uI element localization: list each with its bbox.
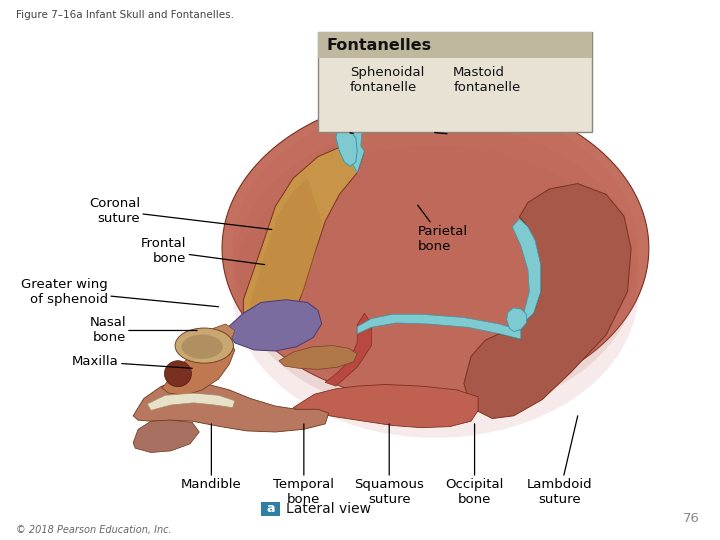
Polygon shape (243, 146, 364, 341)
Text: a: a (266, 502, 274, 515)
Polygon shape (161, 339, 235, 395)
Polygon shape (343, 92, 368, 173)
Polygon shape (133, 382, 329, 432)
Text: Temporal
bone: Temporal bone (274, 424, 334, 506)
Text: Lateral view: Lateral view (286, 502, 371, 516)
Text: Mastoid
fontanelle: Mastoid fontanelle (453, 66, 521, 94)
Ellipse shape (175, 328, 233, 363)
Text: © 2018 Pearson Education, Inc.: © 2018 Pearson Education, Inc. (16, 524, 171, 535)
Polygon shape (133, 420, 199, 453)
Polygon shape (222, 94, 649, 402)
Polygon shape (511, 219, 541, 327)
Ellipse shape (164, 361, 192, 387)
Polygon shape (225, 300, 322, 351)
Polygon shape (357, 314, 521, 339)
Ellipse shape (233, 145, 638, 438)
Text: Mandible: Mandible (181, 424, 242, 491)
Text: Fontanelles: Fontanelles (327, 38, 432, 53)
Text: Sphenoidal
fontanelle: Sphenoidal fontanelle (350, 66, 425, 94)
Text: Coronal
suture: Coronal suture (89, 197, 272, 230)
Text: Nasal
bone: Nasal bone (89, 316, 197, 345)
Polygon shape (199, 324, 235, 351)
Polygon shape (325, 313, 372, 386)
Polygon shape (279, 346, 357, 369)
Ellipse shape (233, 124, 638, 416)
Text: Squamous
suture: Squamous suture (354, 424, 424, 506)
Polygon shape (148, 393, 235, 410)
Polygon shape (293, 384, 478, 428)
Text: Maxilla: Maxilla (72, 355, 192, 368)
Ellipse shape (181, 334, 222, 359)
Polygon shape (464, 184, 631, 418)
Polygon shape (507, 308, 526, 332)
Text: Occipital
bone: Occipital bone (446, 424, 504, 506)
Polygon shape (336, 129, 357, 166)
Polygon shape (251, 178, 322, 324)
FancyBboxPatch shape (318, 32, 592, 58)
Text: 76: 76 (683, 512, 700, 525)
FancyBboxPatch shape (261, 502, 279, 516)
Ellipse shape (233, 102, 638, 395)
Text: Greater wing
of sphenoid: Greater wing of sphenoid (22, 278, 218, 307)
Text: Parietal
bone: Parietal bone (418, 205, 468, 253)
Text: Frontal
bone: Frontal bone (141, 237, 265, 265)
Text: Figure 7–16a Infant Skull and Fontanelles.: Figure 7–16a Infant Skull and Fontanelle… (16, 10, 234, 20)
FancyBboxPatch shape (318, 32, 592, 132)
Text: Lambdoid
suture: Lambdoid suture (527, 416, 593, 506)
